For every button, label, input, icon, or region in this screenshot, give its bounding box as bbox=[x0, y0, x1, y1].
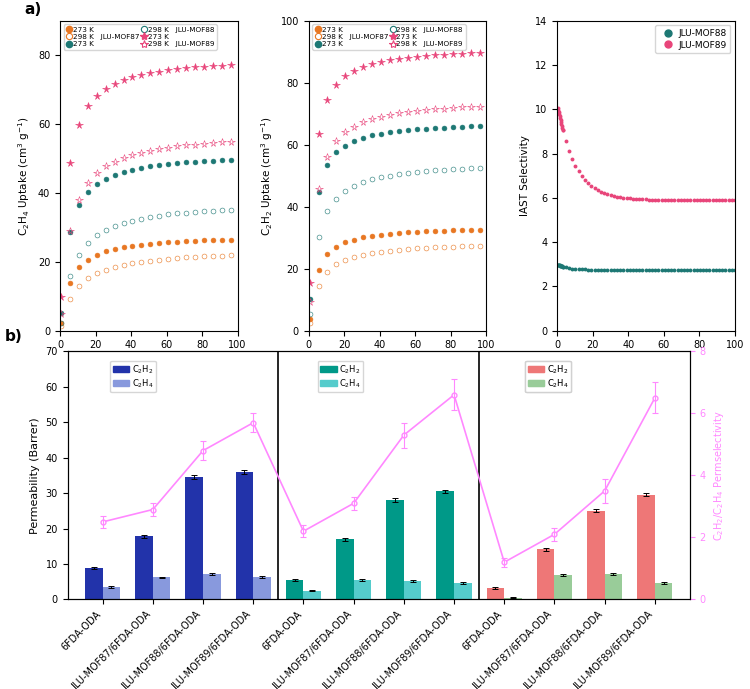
Y-axis label: Permeability (Barrer): Permeability (Barrer) bbox=[30, 417, 40, 534]
Bar bbox=[185, 477, 203, 599]
Legend: JLU-MOF88, JLU-MOF89: JLU-MOF88, JLU-MOF89 bbox=[656, 25, 730, 53]
Legend: 273 K, 298 K   JLU-MOF87, 273 K, 298 K   JLU-MOF88, 273 K, 298 K   JLU-MOF89: 273 K, 298 K JLU-MOF87, 273 K, 298 K JLU… bbox=[312, 24, 466, 50]
Bar bbox=[487, 588, 504, 599]
Bar bbox=[254, 577, 271, 599]
Bar bbox=[404, 581, 422, 599]
Bar bbox=[436, 491, 454, 599]
X-axis label: Pressure (kPa): Pressure (kPa) bbox=[360, 356, 435, 366]
X-axis label: Pressure (kPa): Pressure (kPa) bbox=[609, 356, 683, 366]
Bar bbox=[554, 575, 572, 599]
Bar bbox=[85, 568, 103, 599]
Bar bbox=[103, 587, 120, 599]
Bar bbox=[537, 549, 554, 599]
Bar bbox=[135, 536, 153, 599]
Bar bbox=[336, 539, 354, 599]
Bar bbox=[454, 583, 472, 599]
Bar bbox=[286, 580, 304, 599]
Legend: 273 K, 298 K   JLU-MOF87, 273 K, 298 K   JLU-MOF88, 273 K, 298 K   JLU-MOF89: 273 K, 298 K JLU-MOF87, 273 K, 298 K JLU… bbox=[64, 24, 217, 50]
Bar bbox=[386, 500, 404, 599]
Y-axis label: C$_2$H$_2$/C$_2$H$_4$ Permselectivity: C$_2$H$_2$/C$_2$H$_4$ Permselectivity bbox=[712, 410, 725, 541]
Bar bbox=[236, 472, 254, 599]
Y-axis label: IAST Selectivity: IAST Selectivity bbox=[520, 135, 530, 216]
X-axis label: Pressure (kPa): Pressure (kPa) bbox=[112, 356, 186, 366]
Bar bbox=[304, 590, 321, 599]
Y-axis label: C$_2$H$_4$ Uptake (cm$^3$ g$^{-1}$): C$_2$H$_4$ Uptake (cm$^3$ g$^{-1}$) bbox=[16, 116, 32, 236]
Bar bbox=[604, 574, 622, 599]
Bar bbox=[354, 580, 371, 599]
Bar bbox=[504, 597, 522, 599]
Legend: C$_2$H$_2$, C$_2$H$_4$: C$_2$H$_2$, C$_2$H$_4$ bbox=[525, 360, 571, 392]
Bar bbox=[587, 511, 604, 599]
Bar bbox=[153, 577, 170, 599]
Bar bbox=[203, 574, 220, 599]
Bar bbox=[655, 583, 673, 599]
Y-axis label: C$_2$H$_2$ Uptake (cm$^3$ g$^{-1}$): C$_2$H$_2$ Uptake (cm$^3$ g$^{-1}$) bbox=[260, 116, 275, 236]
Text: a): a) bbox=[25, 3, 42, 17]
Bar bbox=[638, 495, 655, 599]
Text: b): b) bbox=[5, 329, 23, 344]
